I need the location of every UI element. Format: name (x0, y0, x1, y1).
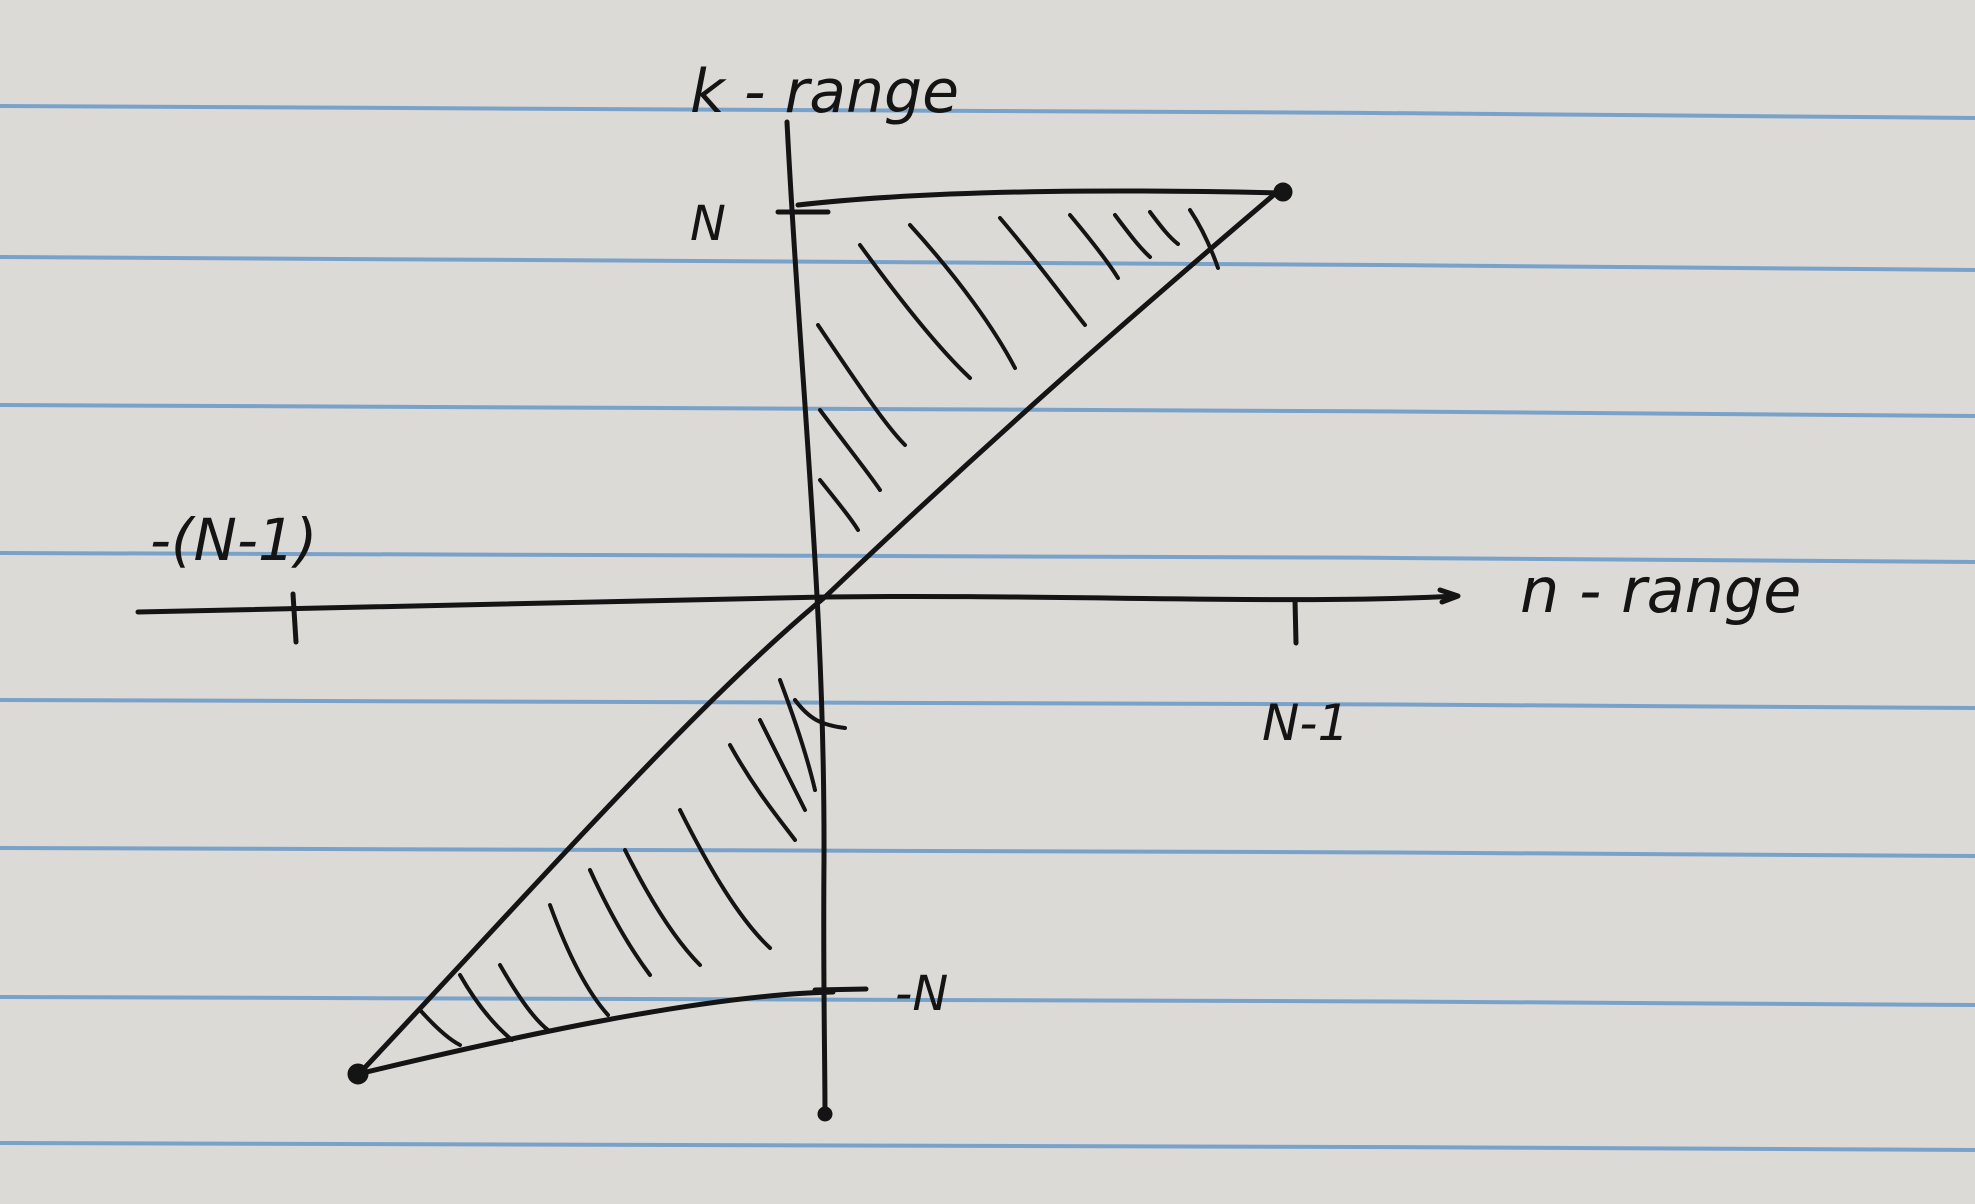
rule-line-1 (0, 104, 1975, 120)
x-tick-left (290, 591, 299, 645)
upper-hatch-stroke-3 (998, 216, 1087, 327)
rule-line-6 (0, 846, 1975, 858)
x-tick-right (1292, 597, 1299, 646)
lower-hatch-stroke-9 (458, 973, 514, 1042)
lower-hatch-stroke-7 (548, 903, 610, 1017)
upper-hatch-stroke-7 (1188, 208, 1220, 270)
ruled-lines (0, 104, 1975, 1152)
y-tick-bottom-label: -N (895, 966, 948, 1022)
lower-region-hatching (418, 678, 847, 1047)
upper-right-endpoint (1273, 182, 1293, 202)
y-tick-top-label: N (690, 196, 726, 252)
rule-line-5 (0, 698, 1975, 710)
rule-line-4 (0, 551, 1975, 564)
x-tick-right-label: N-1 (1262, 694, 1349, 752)
ink-drawing (135, 119, 1461, 1122)
rule-line-7 (0, 995, 1975, 1007)
upper-hatch-stroke-9 (818, 408, 882, 492)
lower-hatch-stroke-6 (588, 868, 652, 977)
x-axis-label: n - range (1520, 554, 1801, 627)
y-axis-label: k - range (690, 57, 959, 127)
rule-line-3 (0, 403, 1975, 418)
upper-region-top-edge (795, 188, 1286, 208)
lower-hatch-stroke-10 (418, 1008, 462, 1047)
upper-hatch-stroke-5 (1113, 213, 1152, 259)
rule-line-8 (0, 1141, 1975, 1152)
lower-region-bottom-edge (355, 989, 836, 1077)
upper-hatch-stroke-2 (908, 223, 1017, 370)
lower-hatch-stroke-3 (728, 743, 797, 842)
lower-hatch-stroke-2 (758, 718, 807, 812)
upper-region-hatching (816, 208, 1220, 532)
lower-hatch-stroke-1 (778, 678, 817, 792)
upper-hatch-stroke-6 (1148, 210, 1180, 246)
bottom-axis-endpoint (817, 1106, 833, 1122)
lower-left-endpoint (347, 1063, 369, 1085)
x-tick-left-label: -(N-1) (150, 506, 317, 574)
upper-hatch-stroke-4 (1068, 213, 1120, 280)
diagonal-line (355, 184, 1286, 1078)
upper-hatch-stroke-10 (818, 478, 860, 532)
upper-hatch-stroke-1 (858, 243, 972, 380)
upper-hatch-stroke-8 (816, 323, 907, 447)
lower-hatch-stroke-4 (678, 808, 772, 950)
lower-hatch-stroke-11 (793, 698, 847, 730)
n-axis-arrowhead (1437, 587, 1461, 605)
lower-hatch-stroke-8 (498, 963, 550, 1032)
rule-line-2 (0, 255, 1975, 272)
lower-hatch-stroke-5 (623, 848, 702, 967)
